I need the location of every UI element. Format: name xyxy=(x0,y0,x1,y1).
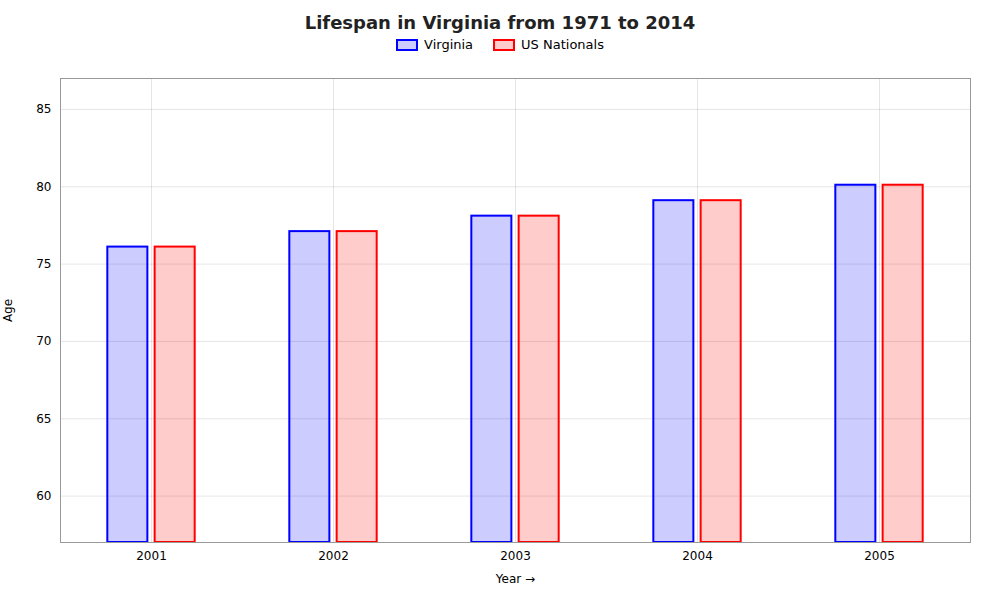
svg-text:85: 85 xyxy=(36,102,51,116)
html-text:Virginia: Virginia xyxy=(424,37,474,52)
svg-text:75: 75 xyxy=(36,257,51,271)
svg-text:Year →: Year → xyxy=(495,572,535,586)
svg-text:65: 65 xyxy=(36,412,51,426)
svg-text:80: 80 xyxy=(36,180,51,194)
svg-text:2002: 2002 xyxy=(318,549,349,563)
html-text:US Nationals: US Nationals xyxy=(521,37,604,52)
html-text:Lifespan in Virginia from 1971: Lifespan in Virginia from 1971 to 2014 xyxy=(304,12,696,33)
svg-text:2004: 2004 xyxy=(682,549,713,563)
svg-text:2003: 2003 xyxy=(500,549,531,563)
svg-text:2005: 2005 xyxy=(864,549,895,563)
svg-text:Age: Age xyxy=(1,299,15,322)
svg-text:2001: 2001 xyxy=(136,549,167,563)
svg-text:70: 70 xyxy=(36,334,51,348)
svg-text:60: 60 xyxy=(36,489,51,503)
